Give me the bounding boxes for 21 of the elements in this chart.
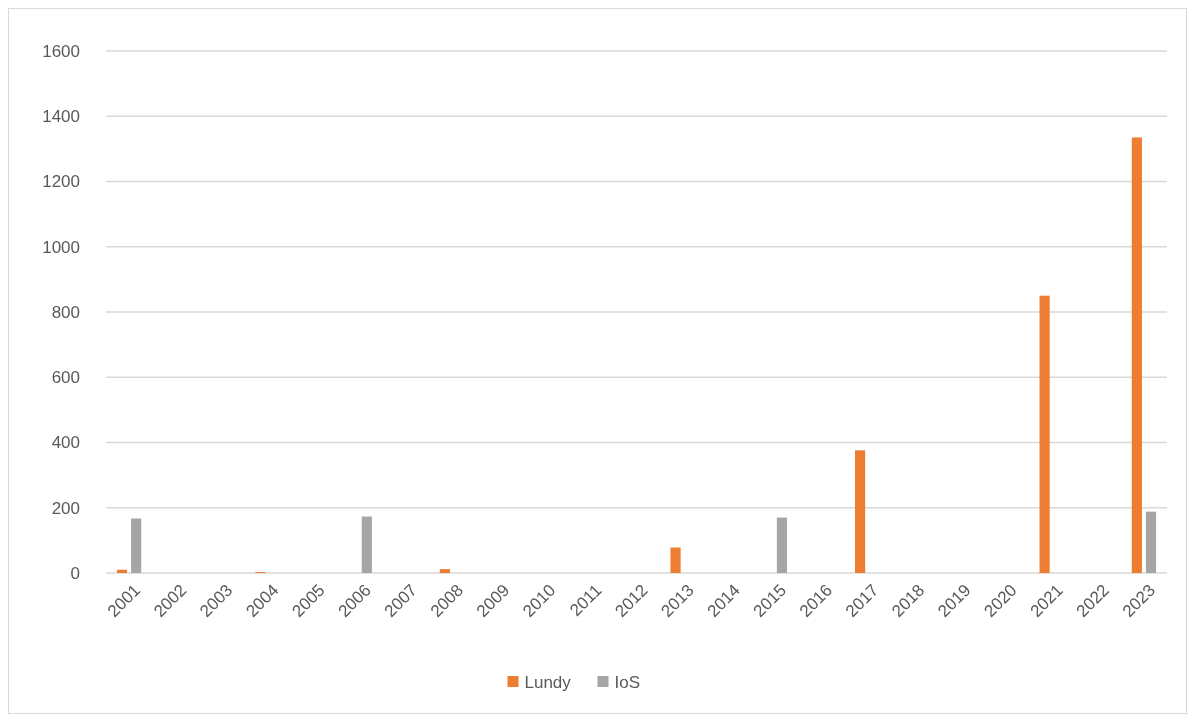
legend-label: Lundy (524, 672, 572, 692)
bar (439, 569, 450, 573)
y-tick-label: 600 (51, 368, 80, 388)
bar (1039, 295, 1050, 573)
bar (855, 450, 866, 573)
bar (670, 547, 681, 573)
y-tick-label: 1400 (42, 107, 80, 127)
bar (116, 569, 128, 573)
bar (131, 518, 142, 573)
y-tick-label: 1000 (42, 237, 80, 257)
bar (776, 517, 788, 573)
y-tick-label: 0 (70, 563, 80, 583)
legend-label: IoS (614, 672, 641, 692)
y-tick-label: 1600 (42, 41, 80, 61)
y-tick-label: 400 (51, 433, 80, 453)
y-tick-label: 1200 (42, 172, 80, 192)
bar (361, 516, 372, 573)
y-tick-label: 800 (51, 302, 80, 322)
y-tick-label: 200 (51, 498, 80, 518)
bar (1131, 137, 1142, 573)
bar (1145, 511, 1157, 573)
